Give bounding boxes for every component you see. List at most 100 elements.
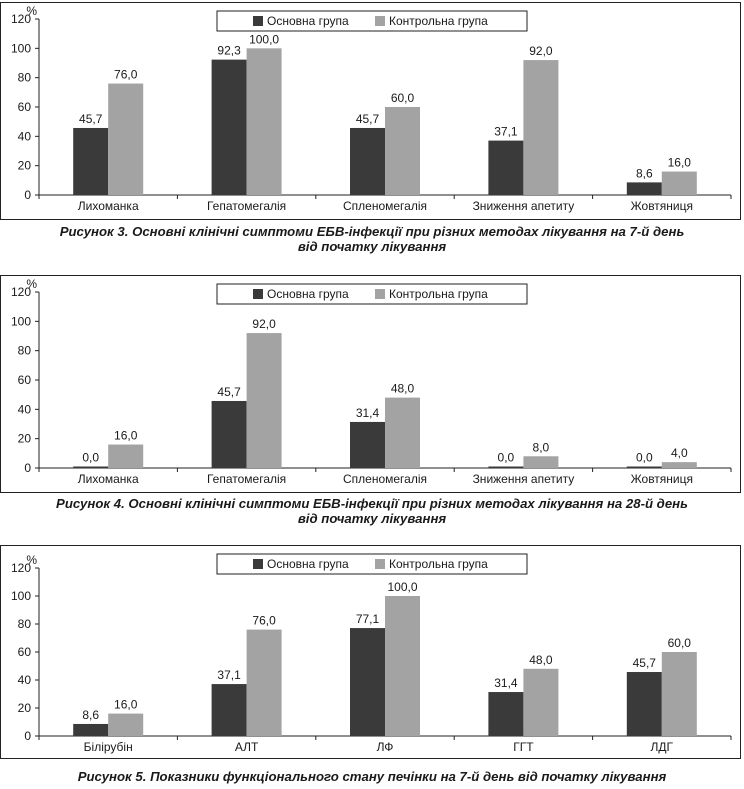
- figure-caption: Рисунок 4. Основні клінічні симптоми ЕБВ…: [0, 496, 744, 526]
- y-axis-unit-label: %: [26, 277, 37, 291]
- bar-control-group: [385, 107, 420, 195]
- legend-swatch-control: [375, 559, 385, 569]
- data-label: 8,6: [636, 166, 653, 180]
- data-label: 48,0: [391, 382, 415, 396]
- data-label: 45,7: [217, 385, 241, 399]
- legend-box: [216, 10, 528, 32]
- y-axis-unit-label: %: [26, 553, 37, 567]
- legend-label-control: Контрольна група: [389, 287, 488, 301]
- bar-control-group: [523, 456, 559, 468]
- bar-main-group: [73, 466, 109, 468]
- bar-control-group: [246, 629, 282, 736]
- legend-label-control: Контрольна група: [389, 14, 488, 28]
- bar-control-group: [108, 713, 144, 736]
- data-label: 0,0: [82, 451, 99, 465]
- data-label: 37,1: [494, 125, 518, 139]
- category-label: ЛДГ: [651, 740, 674, 754]
- bar-main-group: [211, 59, 247, 196]
- bar-main-group: [73, 127, 109, 195]
- y-tick-label: 60: [18, 373, 32, 387]
- data-label: 100,0: [387, 580, 417, 594]
- bar-main-group: [488, 692, 524, 736]
- figure-caption: Рисунок 5. Показники функціонального ста…: [0, 769, 744, 784]
- category-label: Жовтяниця: [631, 472, 693, 486]
- data-label: 92,0: [529, 44, 553, 58]
- y-tick-label: 80: [18, 344, 32, 358]
- y-tick-label: 60: [18, 645, 32, 659]
- bar-control-group: [661, 652, 697, 736]
- data-label: 60,0: [391, 91, 415, 105]
- category-label: Білірубін: [84, 740, 133, 754]
- data-label: 0,0: [498, 451, 515, 465]
- category-label: ГГТ: [513, 740, 534, 754]
- data-label: 37,1: [217, 668, 241, 682]
- bar-main-group: [626, 182, 662, 195]
- bar-control-group: [661, 171, 697, 195]
- data-label: 0,0: [636, 451, 653, 465]
- chart-3-svg: 0 20 40 60 80 100 120% Лихоманка 45,7 76,0 Гепатом…: [11, 4, 732, 213]
- bar-main-group: [350, 421, 385, 468]
- data-label: 31,4: [356, 406, 380, 420]
- y-tick-label: 0: [24, 729, 31, 743]
- data-label: 8,6: [82, 708, 99, 722]
- data-label: 76,0: [114, 68, 138, 82]
- y-tick-label: 100: [11, 589, 31, 603]
- y-tick-label: 60: [18, 100, 32, 114]
- category-label: Жовтяниця: [631, 199, 693, 213]
- legend-label-main: Основна група: [267, 287, 349, 301]
- data-label: 16,0: [668, 156, 692, 170]
- data-label: 4,0: [671, 446, 688, 460]
- bar-control-group: [246, 333, 282, 468]
- legend-label-main: Основна група: [267, 14, 349, 28]
- category-label: Лихоманка: [78, 199, 139, 213]
- caption-line: Рисунок 3. Основні клінічні симптоми ЕБВ…: [59, 224, 685, 239]
- bar-main-group: [73, 723, 109, 736]
- legend-label-control: Контрольна група: [389, 557, 488, 571]
- bar-main-group: [488, 466, 524, 468]
- legend-swatch-control: [375, 16, 385, 26]
- data-label: 45,7: [79, 112, 103, 126]
- y-axis-unit-label: %: [26, 4, 37, 18]
- bar-main-group: [211, 684, 247, 736]
- bar-control-group: [523, 60, 559, 195]
- data-label: 100,0: [249, 32, 279, 46]
- y-tick-label: 20: [18, 701, 32, 715]
- legend-swatch-control: [375, 289, 385, 299]
- legend-box: [216, 553, 528, 575]
- data-label: 60,0: [668, 636, 692, 650]
- data-label: 8,0: [533, 440, 550, 454]
- bar-control-group: [108, 83, 144, 195]
- chart-frame: 0 20 40 60 80 100 120% Білірубін 8,6 16,0 АЛТ 37,1 7…: [0, 545, 741, 759]
- y-tick-label: 40: [18, 402, 32, 416]
- y-tick-label: 120: [11, 561, 31, 575]
- legend-box: [216, 283, 528, 305]
- bar-main-group: [626, 466, 662, 468]
- caption-line: від початку лікування: [297, 239, 447, 254]
- category-label: Спленомегалія: [343, 472, 427, 486]
- bar-control-group: [523, 668, 559, 736]
- y-tick-label: 100: [11, 41, 31, 55]
- figure-caption: Рисунок 3. Основні клінічні симптоми ЕБВ…: [0, 224, 744, 254]
- y-tick-label: 20: [18, 159, 32, 173]
- y-tick-label: 0: [24, 461, 31, 475]
- category-label: Лихоманка: [78, 472, 139, 486]
- bar-main-group: [626, 672, 662, 736]
- data-label: 92,3: [217, 44, 241, 58]
- category-label: АЛТ: [235, 740, 259, 754]
- y-tick-label: 40: [18, 129, 32, 143]
- chart-5-svg: 0 20 40 60 80 100 120% Білірубін 8,6 16,0 АЛТ 37,1 7…: [11, 553, 732, 754]
- bar-control-group: [108, 444, 144, 468]
- category-label: Спленомегалія: [343, 199, 427, 213]
- category-label: Гепатомегалія: [207, 472, 286, 486]
- y-tick-label: 80: [18, 617, 32, 631]
- data-label: 45,7: [356, 112, 380, 126]
- bar-main-group: [350, 127, 385, 195]
- bar-main-group: [488, 140, 524, 195]
- data-label: 92,0: [252, 317, 276, 331]
- bar-control-group: [661, 462, 697, 468]
- data-label: 77,1: [356, 612, 380, 626]
- data-label: 45,7: [633, 656, 657, 670]
- category-label: ЛФ: [377, 740, 394, 754]
- data-label: 16,0: [114, 429, 138, 443]
- category-label: Зниження апетиту: [473, 199, 575, 213]
